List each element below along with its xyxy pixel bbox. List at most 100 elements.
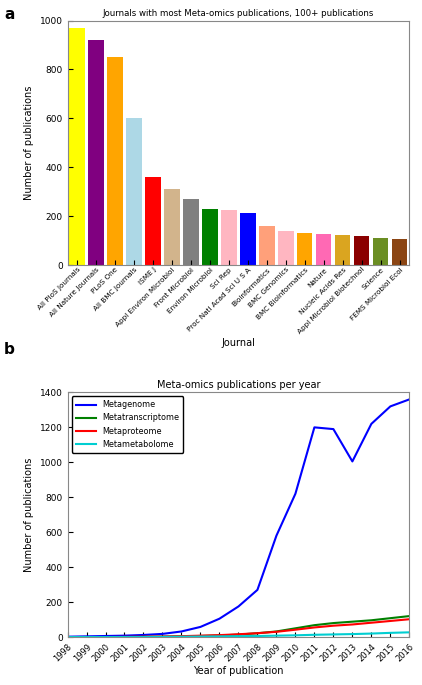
Bar [89, 40, 104, 265]
Metagenome [160, 630, 165, 638]
Metatranscriptome [312, 621, 317, 630]
Line: Metaproteome: Metaproteome [68, 619, 409, 637]
Metaproteome [293, 625, 298, 634]
Metatranscriptome [331, 619, 336, 627]
Bar [354, 236, 370, 265]
Metagenome [369, 420, 374, 428]
Bar [107, 58, 123, 265]
Metametabolome [369, 630, 374, 638]
Metatranscriptome [160, 632, 165, 640]
Metaproteome [179, 632, 184, 640]
Metatranscriptome [217, 632, 222, 640]
Metatranscriptome [65, 633, 70, 641]
Metagenome [122, 632, 127, 640]
Bar [316, 234, 332, 265]
Metagenome [198, 623, 203, 631]
Metagenome [274, 532, 279, 540]
Metagenome [255, 586, 260, 594]
Metametabolome [84, 633, 89, 641]
Bar [222, 210, 237, 265]
Metaproteome [274, 627, 279, 636]
Y-axis label: Number of publications: Number of publications [24, 86, 34, 200]
Bar [183, 199, 199, 265]
Bar [335, 234, 350, 265]
Metagenome [84, 632, 89, 640]
Metaproteome [65, 633, 70, 641]
Metagenome [179, 627, 184, 636]
Line: Metametabolome: Metametabolome [68, 632, 409, 637]
Metametabolome [350, 630, 355, 638]
X-axis label: Year of publication: Year of publication [193, 666, 284, 676]
Metagenome [388, 402, 393, 410]
Line: Metatranscriptome: Metatranscriptome [68, 616, 409, 637]
Metaproteome [369, 619, 374, 627]
Metametabolome [179, 632, 184, 640]
Metametabolome [331, 630, 336, 638]
Metagenome [236, 602, 241, 610]
Metagenome [141, 631, 146, 639]
Metatranscriptome [274, 627, 279, 636]
X-axis label: Journal: Journal [222, 338, 255, 348]
Bar [127, 119, 142, 265]
Metaproteome [198, 632, 203, 640]
Metaproteome [122, 633, 127, 641]
Metagenome [103, 632, 108, 640]
Metatranscriptome [350, 618, 355, 626]
Metatranscriptome [141, 633, 146, 641]
Metagenome [312, 423, 317, 432]
Text: a: a [4, 7, 15, 22]
Line: Metagenome: Metagenome [68, 399, 409, 636]
Bar [145, 177, 160, 265]
Metatranscriptome [236, 630, 241, 638]
Metametabolome [122, 633, 127, 641]
Bar [297, 234, 312, 265]
Metatranscriptome [179, 632, 184, 640]
Metaproteome [236, 630, 241, 638]
Metatranscriptome [255, 629, 260, 637]
Metatranscriptome [407, 612, 412, 620]
Metametabolome [274, 632, 279, 640]
Metagenome [293, 490, 298, 498]
Metametabolome [236, 632, 241, 640]
Metametabolome [160, 633, 165, 641]
Metagenome [331, 425, 336, 433]
Y-axis label: Number of publications: Number of publications [24, 458, 34, 572]
Metaproteome [407, 615, 412, 623]
Bar [241, 212, 256, 265]
Metatranscriptome [122, 633, 127, 641]
Bar [164, 189, 180, 265]
Metaproteome [350, 621, 355, 629]
Metametabolome [198, 632, 203, 640]
Metametabolome [217, 632, 222, 640]
Metaproteome [84, 633, 89, 641]
Bar [373, 238, 388, 265]
Metametabolome [407, 628, 412, 636]
Metaproteome [141, 632, 146, 640]
Metametabolome [255, 632, 260, 640]
Metagenome [407, 395, 412, 403]
Metametabolome [312, 631, 317, 639]
Legend: Metagenome, Metatranscriptome, Metaproteome, Metametabolome: Metagenome, Metatranscriptome, Metaprote… [72, 397, 183, 453]
Metametabolome [388, 629, 393, 637]
Metatranscriptome [388, 614, 393, 622]
Metatranscriptome [369, 616, 374, 625]
Bar [259, 226, 274, 265]
Metaproteome [103, 633, 108, 641]
Metagenome [65, 632, 70, 640]
Metametabolome [65, 633, 70, 641]
Metagenome [217, 614, 222, 623]
Metaproteome [255, 629, 260, 637]
Metaproteome [160, 632, 165, 640]
Bar [69, 28, 84, 265]
Metametabolome [293, 631, 298, 639]
Metatranscriptome [198, 632, 203, 640]
Metametabolome [141, 633, 146, 641]
Metaproteome [312, 623, 317, 632]
Metatranscriptome [293, 624, 298, 632]
Metametabolome [103, 633, 108, 641]
Metatranscriptome [103, 633, 108, 641]
Title: Meta-omics publications per year: Meta-omics publications per year [157, 380, 320, 390]
Metagenome [350, 458, 355, 466]
Title: Journals with most Meta-omics publications, 100+ publications: Journals with most Meta-omics publicatio… [103, 10, 374, 18]
Metaproteome [217, 631, 222, 639]
